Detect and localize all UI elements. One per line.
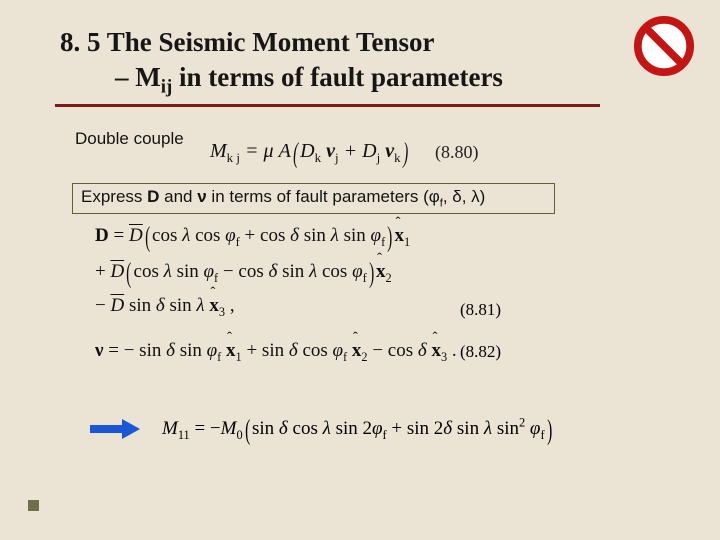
- double-couple-label: Double couple: [75, 129, 184, 149]
- equation-8-80: Mk j = μ A(Dk νj + Dj νk): [210, 138, 410, 170]
- arrow-icon: [90, 419, 140, 439]
- prohibited-icon: [633, 15, 695, 77]
- equation-number-8-81: (8.81): [460, 300, 501, 320]
- equation-M11: M11 = −M0(sin δ cos λ sin 2φf + sin 2δ s…: [162, 415, 554, 447]
- equation-D-line2: + D(cos λ sin φf − cos δ sin λ cos φf)x2: [95, 258, 392, 290]
- title-line1: 8. 5 The Seismic Moment Tensor: [60, 25, 660, 60]
- equation-D-line3: − D sin δ sin λ x3 ,: [95, 295, 235, 320]
- equation-number-8-82: (8.82): [460, 342, 501, 362]
- express-box: Express D and ν in terms of fault parame…: [72, 183, 555, 214]
- equation-number-8-80: (8.80): [435, 142, 479, 163]
- equation-D-line1: D = D(cos λ cos φf + cos δ sin λ sin φf)…: [95, 222, 410, 254]
- bullet-marker: [28, 500, 39, 511]
- equation-nu: ν = − sin δ sin φf x1 + sin δ cos φf x2 …: [95, 340, 457, 365]
- title-underline: [55, 104, 600, 107]
- title-line2: – Mij in terms of fault parameters: [115, 60, 660, 100]
